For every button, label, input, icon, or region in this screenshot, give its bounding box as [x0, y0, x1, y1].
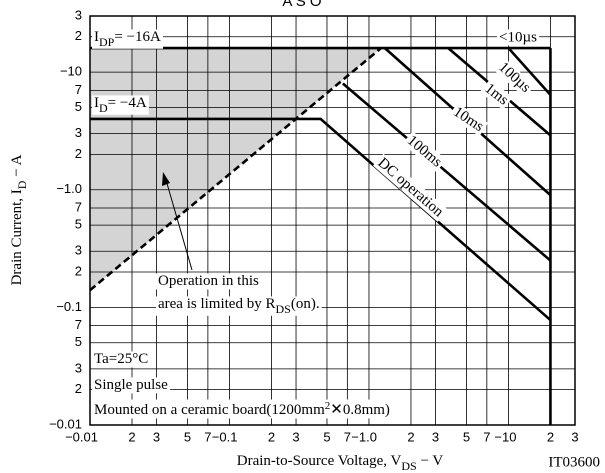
x-tick-label: −1.0	[351, 429, 377, 444]
x-tick-label: 3	[292, 429, 299, 444]
annotation: Mounted on a ceramic board(1200mm2✕0.8mm…	[94, 400, 390, 419]
x-tick-label: 5	[323, 429, 330, 444]
y-tick-label: 2	[75, 381, 82, 396]
annotation-sub: D	[99, 101, 108, 115]
x-tick-label: 3	[432, 429, 439, 444]
x-tick-label: 3	[571, 429, 578, 444]
annotation: IDP= −16A	[94, 29, 161, 48]
arrow-head	[162, 172, 170, 186]
x-tick-label: 3	[153, 429, 160, 444]
y-tick-label: 5	[75, 217, 82, 232]
y-tick-label: 7	[75, 199, 82, 214]
x-tick-label: 5	[184, 429, 191, 444]
annotation-main: area is limited by R	[158, 296, 275, 312]
label-background	[448, 102, 489, 137]
y-tick-label: 3	[75, 360, 82, 375]
y-tick-label: 2	[75, 28, 82, 43]
x-axis-label-after: − V	[417, 453, 444, 469]
x-tick-label: −10	[494, 429, 516, 444]
label-background	[92, 377, 171, 394]
x-tick-label: −0.1	[212, 429, 238, 444]
figure-code: IT03600	[548, 454, 600, 470]
annotation: Ta=25°C	[94, 351, 148, 367]
y-tick-label: 3	[75, 125, 82, 140]
annotation: area is limited by RDS(on).	[158, 296, 320, 315]
x-axis-label-sub: DS	[401, 459, 416, 473]
y-axis-label: Drain Current, ID − A	[9, 154, 28, 285]
y-tick-label: 7	[75, 82, 82, 97]
y-tick-label: 5	[75, 334, 82, 349]
x-tick-label: 5	[463, 429, 470, 444]
y-tick-label: 5	[75, 99, 82, 114]
label-background	[92, 351, 151, 368]
label-background	[156, 273, 261, 290]
y-axis-label-after: − A	[9, 154, 25, 180]
x-axis-label: Drain-to-Source Voltage, VDS − V	[237, 453, 444, 472]
annotation: Operation in this	[158, 273, 259, 289]
y-tick-label: −0.1	[56, 299, 82, 314]
label-background	[156, 296, 322, 316]
x-tick-label: 2	[407, 429, 414, 444]
y-tick-label: 7	[75, 317, 82, 332]
x-tick-label: 2	[547, 429, 554, 444]
annotation-after: = −4A	[108, 95, 147, 111]
y-axis-label-main: Drain Current, I	[9, 189, 25, 285]
annotation: ID= −4A	[94, 95, 147, 114]
label-background	[92, 95, 149, 115]
label-background	[372, 153, 449, 222]
y-tick-label: 3	[75, 243, 82, 258]
label-background	[92, 29, 164, 49]
label-background	[493, 57, 536, 98]
x-axis-label-main: Drain-to-Source Voltage, V	[237, 453, 402, 469]
x-tick-label: 7	[483, 429, 490, 444]
soa-line	[342, 82, 552, 262]
annotation-main: I	[94, 95, 99, 111]
x-tick-label: 2	[268, 429, 275, 444]
annotation-after: (on).	[291, 296, 320, 312]
label-background	[402, 131, 447, 172]
y-tick-label: −10	[60, 64, 82, 79]
y-tick-label: 2	[75, 263, 82, 278]
y-tick-label: 3	[75, 7, 82, 22]
soa-line	[507, 47, 552, 96]
annotation-after: = −16A	[114, 29, 161, 45]
arrow-shaft	[165, 179, 193, 271]
label-background	[497, 29, 540, 46]
annotation: Single pulse	[94, 377, 168, 393]
y-tick-label: −0.01	[49, 416, 82, 431]
plot-frame	[89, 15, 576, 426]
x-tick-label: 7	[204, 429, 211, 444]
x-tick-label: 2	[128, 429, 135, 444]
y-tick-label: −1.0	[56, 181, 82, 196]
soa-line	[89, 47, 382, 292]
annotation-main: Mounted on a ceramic board(1200mm	[94, 402, 325, 418]
series-label: <10µs	[499, 29, 537, 45]
annotation-sub: DS	[275, 302, 290, 316]
chart-title: A S O	[282, 0, 321, 10]
label-background	[479, 79, 513, 110]
series-label: 100ms	[404, 133, 445, 171]
annotation-sup: 2	[325, 400, 331, 412]
annotation-after: ✕0.8mm)	[330, 402, 390, 418]
label-background	[92, 399, 392, 419]
x-tick-label: 7	[344, 429, 351, 444]
annotation-sub: DP	[99, 35, 115, 49]
annotation-main: Operation in this	[158, 273, 259, 289]
soa-line	[90, 117, 552, 322]
y-axis-label-sub: D	[15, 180, 29, 189]
y-tick-label: 2	[75, 146, 82, 161]
x-tick-label: −0.01	[65, 429, 98, 444]
annotation-main: I	[94, 29, 99, 45]
annotation-main: Ta=25°C	[94, 351, 148, 367]
annotation-main: Single pulse	[94, 377, 168, 393]
